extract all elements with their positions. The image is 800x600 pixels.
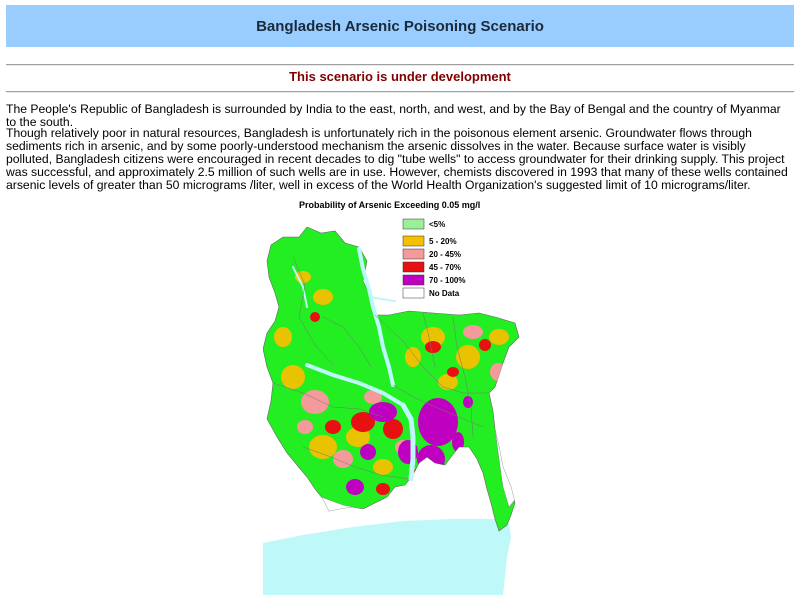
development-notice: This scenario is under development (289, 69, 511, 84)
legend-item: 45 - 70% (402, 261, 461, 273)
bay-of-bengal (263, 519, 511, 595)
map-legend: <5% 5 - 20% 20 - 45% 45 - 70% 70 - 100% … (402, 218, 465, 299)
legend-label: No Data (429, 289, 460, 298)
legend-item: <5% (402, 218, 445, 230)
legend-label: 5 - 20% (429, 237, 457, 246)
divider-bottom (6, 91, 794, 93)
legend-label: 45 - 70% (429, 263, 461, 272)
legend-label: 70 - 100% (429, 276, 465, 285)
rivers (292, 247, 416, 482)
legend-item: 20 - 45% (402, 248, 461, 260)
arsenic-map: Probability of Arsenic Exceeding 0.05 mg… (263, 197, 538, 595)
arsenic-map-graphic: Probability of Arsenic Exceeding 0.05 mg… (263, 200, 520, 595)
legend-item: 5 - 20% (402, 235, 457, 247)
legend-label: 20 - 45% (429, 250, 461, 259)
divider-top (6, 64, 794, 66)
arsenic-paragraph: Though relatively poor in natural resour… (6, 126, 788, 192)
intro-paragraph: The People's Republic of Bangladesh is s… (6, 102, 781, 129)
legend-label: <5% (429, 220, 445, 229)
legend-item: No Data (402, 287, 460, 299)
page-title: Bangladesh Arsenic Poisoning Scenario (6, 5, 794, 47)
map-title: Probability of Arsenic Exceeding 0.05 mg… (299, 200, 480, 210)
legend-item: 70 - 100% (402, 274, 465, 286)
district-borders (272, 256, 489, 480)
